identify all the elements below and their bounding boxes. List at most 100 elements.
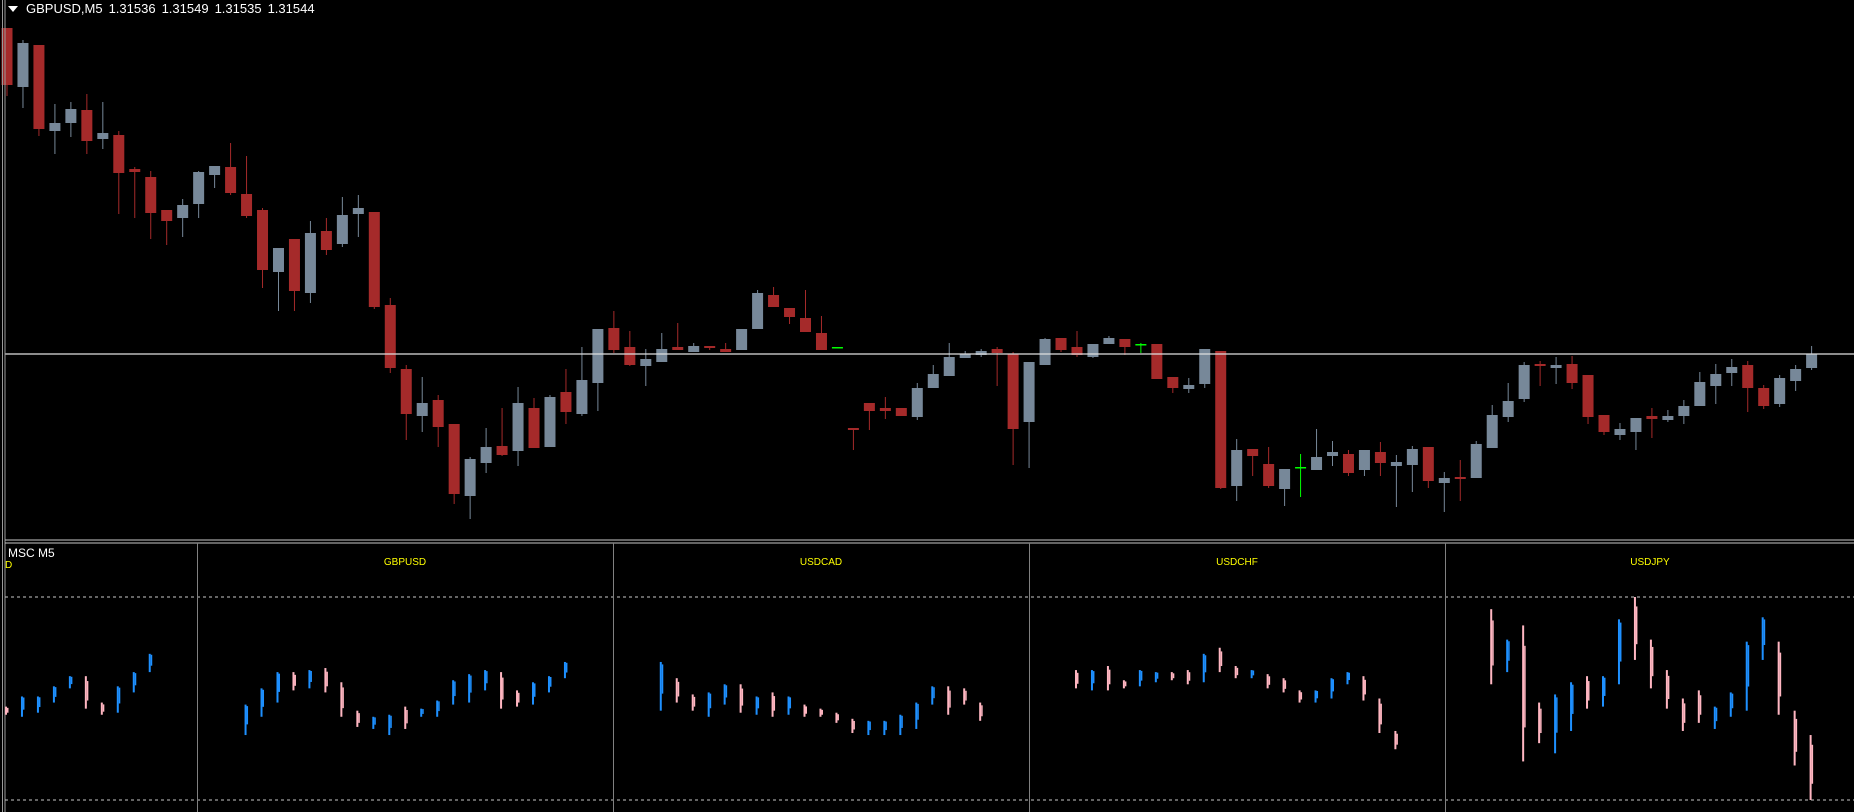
candle-body bbox=[1071, 347, 1083, 355]
indicator-bar bbox=[116, 686, 121, 713]
indicator-bar-range bbox=[755, 696, 758, 715]
candle bbox=[831, 347, 843, 349]
candle-body bbox=[336, 215, 348, 244]
indicator-bar-range bbox=[84, 676, 87, 709]
indicator-bar-range bbox=[547, 676, 550, 693]
candle-body bbox=[1774, 378, 1786, 404]
candle-body bbox=[1470, 444, 1482, 478]
candle bbox=[656, 333, 668, 362]
candle-body bbox=[272, 248, 284, 272]
indicator-bar-body bbox=[54, 687, 57, 697]
indicator-bar-range bbox=[691, 694, 694, 711]
indicator-bar-body bbox=[1715, 707, 1718, 722]
candle bbox=[1710, 364, 1722, 404]
candle-body bbox=[1055, 338, 1067, 350]
candle-body bbox=[432, 400, 444, 427]
indicator-bar bbox=[867, 720, 871, 736]
indicator-bar bbox=[1090, 670, 1095, 691]
candle bbox=[432, 395, 444, 447]
indicator-bar-range bbox=[1522, 625, 1525, 762]
candle bbox=[1039, 338, 1051, 365]
candle bbox=[1183, 378, 1195, 393]
candle-body bbox=[1710, 374, 1722, 386]
candle-body bbox=[560, 392, 572, 412]
indicator-bar-body bbox=[869, 721, 871, 731]
indicator-bar bbox=[547, 676, 552, 693]
indicator-bar bbox=[675, 678, 680, 703]
indicator-bar-range bbox=[1346, 672, 1349, 685]
indicator-bar-body bbox=[294, 674, 296, 686]
indicator-bar-range bbox=[244, 704, 247, 736]
candle bbox=[1263, 447, 1275, 488]
indicator-bar bbox=[1777, 641, 1782, 715]
candle bbox=[1598, 415, 1610, 435]
indicator-bar-range bbox=[947, 686, 950, 715]
indicator-bar-body bbox=[1300, 692, 1303, 700]
candle bbox=[113, 131, 125, 214]
indicator-bar-body bbox=[326, 671, 328, 687]
candle-body bbox=[704, 346, 716, 348]
indicator-bar-range bbox=[1538, 702, 1541, 744]
indicator-bar-range bbox=[1745, 641, 1748, 711]
indicator-bar bbox=[915, 702, 919, 729]
indicator-bar-body bbox=[821, 709, 823, 715]
indicator-bar bbox=[500, 672, 504, 709]
indicator-bar-range bbox=[1649, 639, 1652, 689]
candle-body bbox=[1295, 467, 1307, 469]
indicator-bar bbox=[532, 682, 536, 705]
indicator-bar-range bbox=[787, 696, 790, 715]
candle-body bbox=[544, 397, 556, 447]
candle-body bbox=[129, 169, 141, 172]
candle-body bbox=[1790, 369, 1802, 381]
candle-body bbox=[608, 328, 620, 350]
indicator-bar-range bbox=[36, 696, 39, 713]
candle bbox=[288, 239, 300, 311]
indicator-bar bbox=[1809, 735, 1814, 800]
indicator-bar-range bbox=[963, 688, 966, 705]
candle bbox=[1566, 356, 1578, 389]
candle-body bbox=[815, 333, 827, 350]
indicator-bar-range bbox=[1154, 672, 1157, 683]
indicator-bar-body bbox=[789, 697, 792, 709]
candle bbox=[448, 424, 460, 504]
candle bbox=[847, 428, 859, 450]
candle-body bbox=[1087, 344, 1099, 357]
indicator-bar-body bbox=[1492, 620, 1494, 666]
indicator-bar bbox=[356, 710, 360, 727]
indicator-bar-body bbox=[1667, 675, 1670, 700]
indicator-bar bbox=[1586, 676, 1590, 709]
indicator-bar bbox=[1330, 678, 1335, 699]
indicator-bar-range bbox=[1793, 710, 1796, 766]
candle bbox=[1582, 375, 1594, 424]
candle bbox=[1231, 439, 1243, 501]
candle-body bbox=[1422, 447, 1434, 481]
candle bbox=[320, 218, 332, 255]
indicator-bar bbox=[420, 708, 424, 717]
indicator-bar bbox=[691, 694, 696, 711]
indicator-bar-range bbox=[1282, 678, 1285, 693]
candle bbox=[1534, 361, 1546, 386]
indicator-bar bbox=[372, 716, 376, 729]
candle bbox=[241, 156, 253, 218]
indicator-bar bbox=[707, 692, 712, 717]
candle-body bbox=[304, 233, 316, 293]
indicator-bar-range bbox=[1506, 639, 1509, 673]
triangle-down-icon[interactable] bbox=[8, 5, 18, 12]
candle bbox=[1342, 450, 1354, 476]
indicator-bar-range bbox=[1234, 666, 1237, 679]
candle-body bbox=[161, 210, 173, 221]
indicator-bar-range bbox=[1138, 670, 1141, 687]
indicator-bar bbox=[1713, 706, 1718, 729]
indicator-bar-range bbox=[1362, 676, 1365, 701]
ohlc-low: 1.31535 bbox=[214, 1, 262, 16]
indicator-bar bbox=[452, 680, 456, 705]
candle-body bbox=[1502, 401, 1514, 417]
indicator-bar-body bbox=[1556, 697, 1558, 733]
candle-body bbox=[209, 166, 221, 175]
candle-body bbox=[480, 447, 492, 463]
ohlc-close: 1.31544 bbox=[267, 1, 315, 16]
indicator-bar-range bbox=[516, 690, 519, 707]
candle-body bbox=[1023, 362, 1035, 422]
indicator-bar-body bbox=[1220, 651, 1223, 667]
